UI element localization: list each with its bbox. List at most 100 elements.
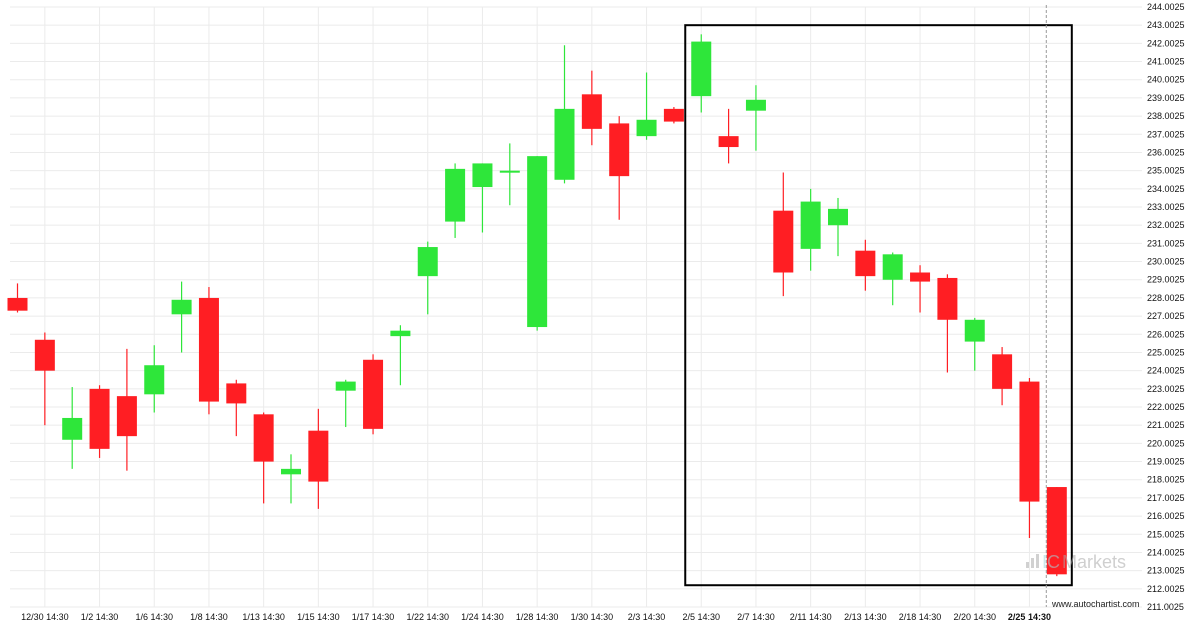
y-tick-label: 225.0025 <box>1147 347 1185 357</box>
y-tick-label: 236.0025 <box>1147 147 1185 157</box>
candle-body-up <box>472 163 493 188</box>
signal-bars-icon <box>1026 554 1039 568</box>
x-tick-label: 1/15 14:30 <box>297 612 340 622</box>
candle-body-down <box>1019 381 1040 502</box>
candle-body-up <box>499 170 520 173</box>
x-tick-label: 1/22 14:30 <box>406 612 449 622</box>
y-tick-label: 224.0025 <box>1147 366 1185 376</box>
candle-body-up <box>554 108 575 180</box>
candle-body-up <box>636 119 657 137</box>
candle-body-down <box>1046 487 1067 575</box>
x-tick-label: 2/13 14:30 <box>844 612 887 622</box>
y-tick-label: 215.0025 <box>1147 529 1185 539</box>
candle-body-down <box>308 430 329 482</box>
x-tick-label: 1/6 14:30 <box>135 612 173 622</box>
y-tick-label: 219.0025 <box>1147 457 1185 467</box>
y-tick-label: 242.0025 <box>1147 38 1185 48</box>
candle-body-down <box>910 272 931 282</box>
grid-layer <box>10 6 1142 608</box>
candle-body-down <box>581 94 602 129</box>
y-tick-label: 216.0025 <box>1147 511 1185 521</box>
candle-body-up <box>62 417 83 440</box>
y-tick-label: 243.0025 <box>1147 20 1185 30</box>
candle-body-up <box>144 365 165 395</box>
candle-body-down <box>89 388 110 449</box>
candle-body-down <box>34 339 55 371</box>
y-tick-label: 230.0025 <box>1147 257 1185 267</box>
watermark-brand-suffix: Markets <box>1062 552 1126 572</box>
y-tick-label: 229.0025 <box>1147 275 1185 285</box>
y-tick-label: 213.0025 <box>1147 566 1185 576</box>
candle-body-down <box>718 136 739 148</box>
candle-body-down <box>116 396 137 437</box>
axis-layer: 244.0025 243.0025 242.0025 241.0025 240.0025… <box>21 2 1184 622</box>
y-tick-label: 227.0025 <box>1147 311 1185 321</box>
brand-watermark: IC Markets www.autochartist.com <box>1026 552 1140 609</box>
x-tick-label: 2/11 14:30 <box>790 612 832 622</box>
x-tick-label: 2/7 14:30 <box>737 612 775 622</box>
candle-body-down <box>7 297 28 311</box>
y-tick-label: 218.0025 <box>1147 475 1185 485</box>
x-tick-label: 1/30 14:30 <box>571 612 614 622</box>
x-tick-label: 1/24 14:30 <box>461 612 504 622</box>
y-tick-label: 221.0025 <box>1147 420 1185 430</box>
y-tick-label: 237.0025 <box>1147 129 1185 139</box>
x-tick-label: 1/17 14:30 <box>352 612 395 622</box>
x-tick-label: 1/2 14:30 <box>81 612 119 622</box>
candle-body-down <box>992 354 1013 389</box>
y-tick-label: 226.0025 <box>1147 329 1185 339</box>
candle-body-up <box>828 208 848 226</box>
y-tick-label: 228.0025 <box>1147 293 1185 303</box>
candle-body-down <box>609 123 630 177</box>
candle-body-up <box>445 168 466 222</box>
x-tick-label: 12/30 14:30 <box>21 612 69 622</box>
candle-body-down <box>663 108 684 122</box>
y-tick-label: 214.0025 <box>1147 547 1185 557</box>
y-tick-label: 231.0025 <box>1147 238 1185 248</box>
y-tick-label: 222.0025 <box>1147 402 1185 412</box>
x-tick-label: 1/13 14:30 <box>242 612 285 622</box>
pattern-highlight-box <box>684 24 1073 587</box>
x-tick-label: 1/28 14:30 <box>516 612 559 622</box>
y-tick-label: 235.0025 <box>1147 166 1185 176</box>
y-tick-label: 241.0025 <box>1147 57 1185 67</box>
candle-body-down <box>253 414 274 462</box>
candle-body-up <box>527 156 548 328</box>
candle-body-down <box>773 210 794 273</box>
candle-body-up <box>745 99 766 111</box>
y-tick-label: 244.0025 <box>1147 2 1185 12</box>
x-tick-label: 2/20 14:30 <box>953 612 996 622</box>
y-tick-label: 211.0025 <box>1147 602 1184 612</box>
candle-body-down <box>226 383 247 404</box>
candle-body-up <box>417 247 438 277</box>
overlay-layer <box>684 5 1073 607</box>
x-tick-label: 2/5 14:30 <box>682 612 720 622</box>
x-tick-label: 2/3 14:30 <box>628 612 666 622</box>
x-tick-label: 1/8 14:30 <box>190 612 228 622</box>
candle-body-up <box>281 468 301 475</box>
watermark-site: www.autochartist.com <box>1051 599 1140 609</box>
candle-body-up <box>390 330 411 337</box>
candle-body-down <box>855 250 876 277</box>
candle-body-up <box>171 299 192 315</box>
y-tick-label: 220.0025 <box>1147 438 1185 448</box>
y-tick-label: 238.0025 <box>1147 111 1185 121</box>
y-tick-label: 233.0025 <box>1147 202 1185 212</box>
y-tick-label: 240.0025 <box>1147 75 1185 85</box>
candle-body-up <box>691 41 712 97</box>
x-tick-label: 2/18 14:30 <box>899 612 942 622</box>
x-tick-label: 2/25 14:30 <box>1008 612 1051 622</box>
y-tick-label: 232.0025 <box>1147 220 1185 230</box>
candle-body-down <box>937 277 958 320</box>
y-tick-label: 234.0025 <box>1147 184 1185 194</box>
y-tick-label: 239.0025 <box>1147 93 1185 103</box>
y-tick-label: 223.0025 <box>1147 384 1185 394</box>
candle-body-down <box>363 359 384 429</box>
candle-body-up <box>335 381 356 391</box>
candle-layer <box>7 34 1067 577</box>
candle-body-down <box>198 297 219 402</box>
watermark-brand-prefix: IC <box>1042 552 1060 572</box>
candle-body-up <box>964 319 985 342</box>
